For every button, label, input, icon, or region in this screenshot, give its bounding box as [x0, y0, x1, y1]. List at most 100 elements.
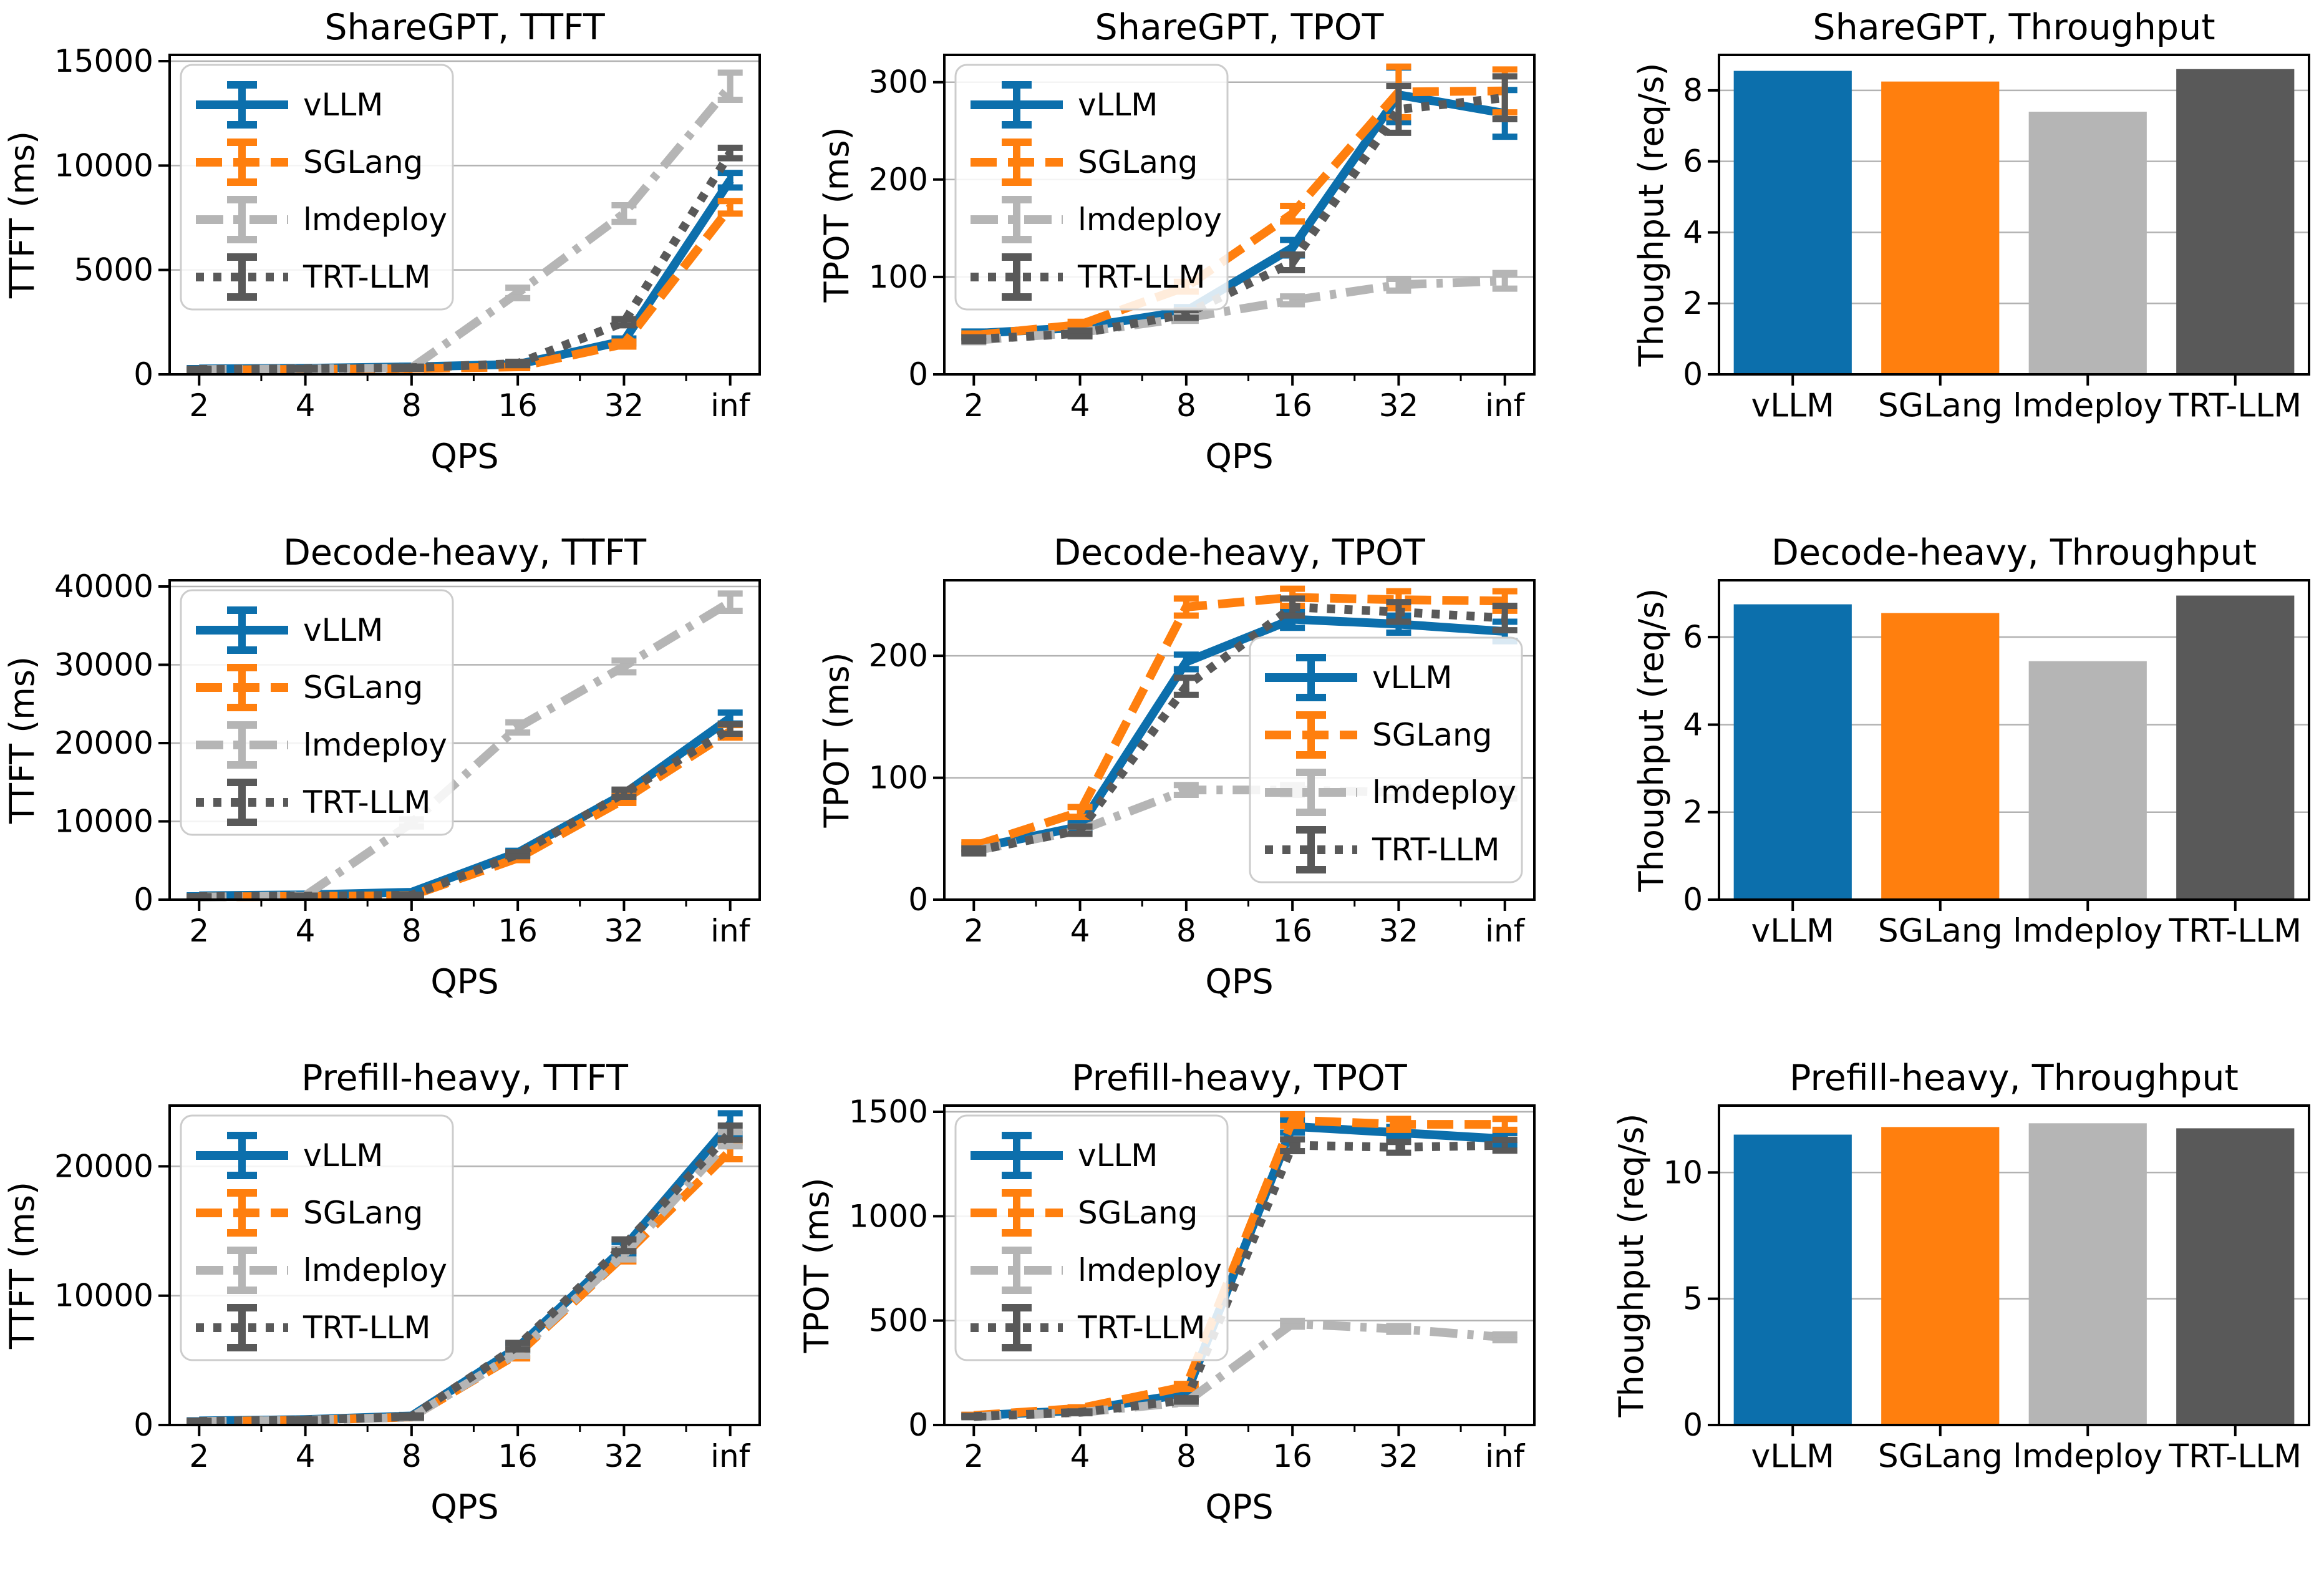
- y-tick-label: 0: [133, 1407, 153, 1443]
- x-category-label: vLLM: [1751, 913, 1834, 950]
- legend-label: SGLang: [1078, 144, 1198, 180]
- y-tick-label: 6: [1683, 619, 1703, 655]
- plot-area: [1733, 1123, 2295, 1425]
- x-category-label: TRT-LLM: [2168, 913, 2302, 950]
- cell-sharegpt-tpot: 0 100 200 300 TPOT (ms) ShareGPT, TPOT 2 4 8 16 32…: [775, 0, 1549, 525]
- y-tick-label: 30000: [54, 647, 153, 683]
- chart-prefill-heavy-throughput: 0 5 10 Thoughput (req/s) Prefill-heavy, Thro…: [1612, 1058, 2310, 1476]
- legend-label: lmdeploy: [1078, 1252, 1222, 1288]
- y-tick-label: 0: [908, 1407, 928, 1443]
- legend-item-TRT-LLM: TRT-LLM: [196, 1304, 431, 1351]
- plot-box: [168, 1104, 761, 1426]
- x-tick-label: 4: [1070, 1438, 1090, 1474]
- plot-box: [168, 579, 761, 901]
- y-tick-label: 20000: [54, 1148, 153, 1184]
- axes: 0 5000 10000 15000 TTFT (ms) ShareGPT, TTFT 2 4…: [2, 7, 761, 476]
- legend-label: TRT-LLM: [1077, 1310, 1206, 1346]
- legend-item-vLLM: vLLM: [971, 1132, 1158, 1179]
- plot-area: [1733, 69, 2295, 374]
- series-line-lmdeploy: [199, 598, 733, 902]
- legend-item-lmdeploy: lmdeploy: [196, 721, 447, 769]
- legend-item-SGLang: SGLang: [196, 664, 423, 711]
- series-line-TRT-LLM: [199, 1129, 734, 1426]
- y-tick-label: 10: [1663, 1154, 1703, 1190]
- legend-item-TRT-LLM: TRT-LLM: [971, 253, 1206, 301]
- bar-SGLang: [1881, 613, 2000, 900]
- legend-label: lmdeploy: [1078, 202, 1222, 238]
- y-tick-label: 0: [1683, 1407, 1703, 1443]
- series-line-TRT-LLM: [974, 1141, 1505, 1421]
- legend-item-TRT-LLM: TRT-LLM: [971, 1304, 1206, 1351]
- legend-label: vLLM: [303, 612, 383, 648]
- series-line-TRT-LLM: [199, 150, 734, 374]
- legend-label: lmdeploy: [303, 727, 447, 763]
- y-tick-label: 200: [869, 638, 928, 674]
- cell-decode-heavy-ttft: 0 10000 20000 30000 40000 TTFT (ms) Decode-hea…: [0, 525, 775, 1051]
- legend-item-lmdeploy: lmdeploy: [971, 1247, 1222, 1294]
- bar-lmdeploy: [2028, 1123, 2147, 1425]
- y-axis-label: Thoughput (req/s): [1612, 1114, 1651, 1418]
- x-tick-label: inf: [710, 1438, 751, 1474]
- x-tick-label: 4: [1070, 913, 1090, 949]
- chart-decode-heavy-tpot: 0 100 200 TPOT (ms) Decode-heavy, TPOT 2 4 8 16 3…: [817, 532, 1536, 1001]
- legend-label: SGLang: [1078, 1195, 1198, 1231]
- y-tick-label: 0: [1683, 882, 1703, 918]
- x-axis-label: QPS: [430, 962, 498, 1001]
- bar-SGLang: [1881, 81, 2000, 374]
- axes: 0 2 4 6 8 Thoughput (req/s) ShareGPT, Throughp…: [1632, 7, 2310, 425]
- cell-prefill-heavy-tpot: 0 500 1000 1500 TPOT (ms) Prefill-heavy, TPOT…: [775, 1051, 1549, 1576]
- y-tick-label: 0: [133, 356, 153, 392]
- legend-label: TRT-LLM: [303, 259, 431, 295]
- plot-area: [186, 1110, 743, 1426]
- series-line-lmdeploy: [974, 1319, 1506, 1421]
- y-tick-label: 5000: [74, 252, 153, 288]
- series-TRT-LLM: [186, 144, 743, 374]
- bar-vLLM: [1733, 71, 1852, 374]
- bar-TRT-LLM: [2176, 595, 2295, 900]
- legend-item-TRT-LLM: TRT-LLM: [196, 779, 431, 826]
- bar-lmdeploy: [2028, 661, 2147, 900]
- x-tick-label: inf: [1485, 387, 1526, 424]
- legend: vLLM SGLang lmdeploy TRT-LLM: [180, 64, 454, 311]
- x-category-label: SGLang: [1878, 1438, 2003, 1476]
- x-tick-label: 4: [296, 1438, 316, 1474]
- series-TRT-LLM: [186, 1122, 743, 1426]
- legend-item-vLLM: vLLM: [196, 1132, 383, 1179]
- y-tick-label: 200: [869, 162, 928, 198]
- axes: 0 10000 20000 TTFT (ms) Prefill-heavy, TTFT 2…: [2, 1058, 761, 1527]
- series-TRT-LLM: [186, 721, 743, 901]
- y-tick-label: 4: [1683, 706, 1703, 742]
- y-tick-label: 6: [1683, 143, 1703, 180]
- plot-box: [943, 579, 1536, 901]
- x-tick-label: 32: [604, 913, 644, 949]
- x-category-label: TRT-LLM: [2168, 1438, 2302, 1476]
- bar-lmdeploy: [2028, 112, 2147, 374]
- plot-area: [961, 1111, 1518, 1421]
- legend-item-vLLM: vLLM: [196, 81, 383, 129]
- x-tick-label: 32: [604, 1438, 644, 1474]
- axes: 0 100 200 300 TPOT (ms) ShareGPT, TPOT 2 4 8 16 32…: [817, 7, 1536, 476]
- series-TRT-LLM: [961, 595, 1518, 857]
- chart-decode-heavy-throughput: 0 2 4 6 Thoughput (req/s) Decode-heavy, Throu…: [1632, 532, 2310, 950]
- x-category-label: vLLM: [1751, 387, 1834, 425]
- chart-title: ShareGPT, TTFT: [324, 7, 605, 48]
- chart-title: Prefill-heavy, TTFT: [301, 1058, 628, 1099]
- y-tick-label: 100: [869, 760, 928, 796]
- x-axis-label: QPS: [430, 437, 498, 476]
- series-line-lmdeploy: [973, 276, 1505, 345]
- legend-label: lmdeploy: [303, 202, 447, 238]
- x-tick-label: 8: [1176, 387, 1196, 424]
- legend: vLLM SGLang lmdeploy TRT-LLM: [954, 64, 1229, 311]
- y-axis-label: TPOT (ms): [817, 652, 856, 828]
- legend-item-vLLM: vLLM: [971, 81, 1158, 129]
- y-axis-label: TPOT (ms): [797, 1177, 836, 1353]
- plot-area: [961, 585, 1518, 857]
- legend: vLLM SGLang lmdeploy TRT-LLM: [1249, 636, 1523, 883]
- legend-item-SGLang: SGLang: [196, 1189, 423, 1237]
- legend-item-TRT-LLM: TRT-LLM: [196, 253, 431, 301]
- x-tick-label: 4: [1070, 387, 1090, 424]
- y-axis-label: TTFT (ms): [2, 1182, 42, 1350]
- legend: vLLM SGLang lmdeploy TRT-LLM: [180, 1114, 454, 1361]
- chart-prefill-heavy-tpot: 0 500 1000 1500 TPOT (ms) Prefill-heavy, TPOT…: [797, 1058, 1536, 1527]
